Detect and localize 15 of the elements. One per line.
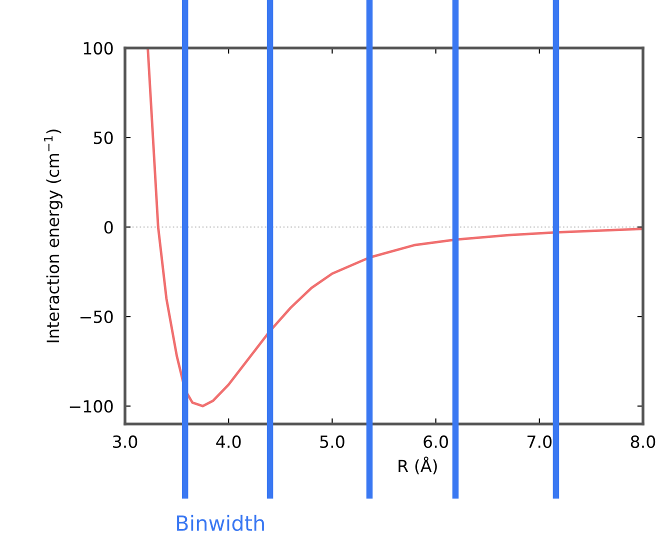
text: Binwidth — [177, 514, 264, 532]
y-tick-label: −50 — [80, 310, 113, 324]
y-tick-label: 50 — [94, 131, 113, 144]
x-tick-label: 7.0 — [528, 435, 552, 448]
y-axis-title: Interaction energy (cm$^{−1}$) — [44, 130, 62, 342]
x-tick-label: 3.0 — [113, 435, 138, 448]
x-tick-label: 6.0 — [424, 435, 448, 448]
y-tick-label: 100 — [84, 42, 113, 55]
x-tick-label: 4.0 — [216, 435, 241, 448]
line-series — [146, 48, 643, 408]
y-tick-label: −100 — [70, 400, 113, 413]
x-axis-title: R (Å) — [398, 456, 437, 474]
x-tick-label: 5.0 — [320, 435, 344, 448]
x-tick-label: 8.0 — [630, 435, 656, 448]
y-tick-label: 0 — [104, 221, 113, 234]
